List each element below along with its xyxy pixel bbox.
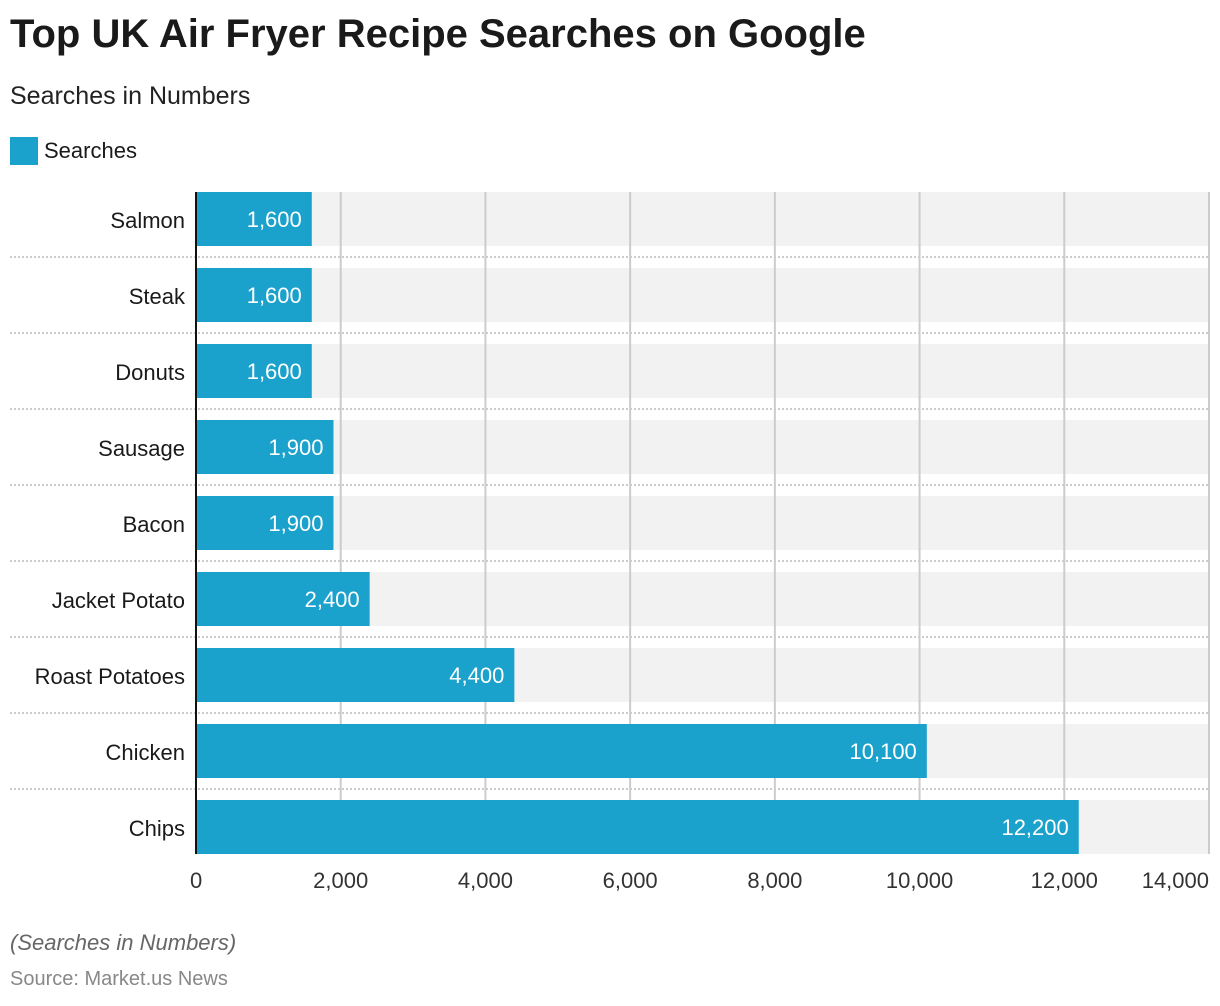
data-label: 10,100 xyxy=(850,739,917,764)
source: Source: Market.us News xyxy=(10,968,228,990)
x-tick-label: 4,000 xyxy=(458,868,513,893)
row-band xyxy=(196,420,1209,474)
x-tick-label: 6,000 xyxy=(603,868,658,893)
category-label: Steak xyxy=(129,284,186,309)
category-label: Bacon xyxy=(123,512,185,537)
data-label: 1,900 xyxy=(268,435,323,460)
data-label: 1,900 xyxy=(268,511,323,536)
data-label: 12,200 xyxy=(1001,815,1068,840)
x-tick-label: 12,000 xyxy=(1031,868,1098,893)
bar xyxy=(196,572,370,626)
x-tick-label: 8,000 xyxy=(747,868,802,893)
bar xyxy=(196,496,334,550)
bar xyxy=(196,648,515,702)
legend: Searches xyxy=(10,137,137,165)
data-label: 1,600 xyxy=(247,207,302,232)
chart-title: Top UK Air Fryer Recipe Searches on Goog… xyxy=(10,12,866,56)
bar xyxy=(196,268,312,322)
category-label: Sausage xyxy=(98,436,185,461)
data-label: 1,600 xyxy=(247,359,302,384)
category-label: Jacket Potato xyxy=(52,588,185,613)
bar xyxy=(196,724,927,778)
x-tick-label: 10,000 xyxy=(886,868,953,893)
bar xyxy=(196,420,334,474)
x-tick-label: 14,000 xyxy=(1142,868,1209,893)
bar xyxy=(196,800,1079,854)
row-band xyxy=(196,192,1209,246)
data-label: 2,400 xyxy=(305,587,360,612)
row-band xyxy=(196,268,1209,322)
category-label: Chicken xyxy=(106,740,185,765)
footnote: (Searches in Numbers) xyxy=(10,930,237,955)
legend-swatch xyxy=(10,137,38,165)
data-label: 1,600 xyxy=(247,283,302,308)
bar xyxy=(196,344,312,398)
bar-chart: 0 2,000 4,000 6,000 8,000 10,000 12,000 14,000 1… xyxy=(10,192,1210,893)
category-label: Donuts xyxy=(115,360,185,385)
bar xyxy=(196,192,312,246)
legend-label: Searches xyxy=(44,138,137,163)
category-label: Chips xyxy=(129,816,185,841)
data-label: 4,400 xyxy=(449,663,504,688)
row-band xyxy=(196,344,1209,398)
chart-subtitle: Searches in Numbers xyxy=(10,82,251,110)
x-tick-label: 0 xyxy=(190,868,202,893)
category-label: Roast Potatoes xyxy=(35,664,185,689)
row-band xyxy=(196,496,1209,550)
x-tick-label: 2,000 xyxy=(313,868,368,893)
category-label: Salmon xyxy=(110,208,185,233)
